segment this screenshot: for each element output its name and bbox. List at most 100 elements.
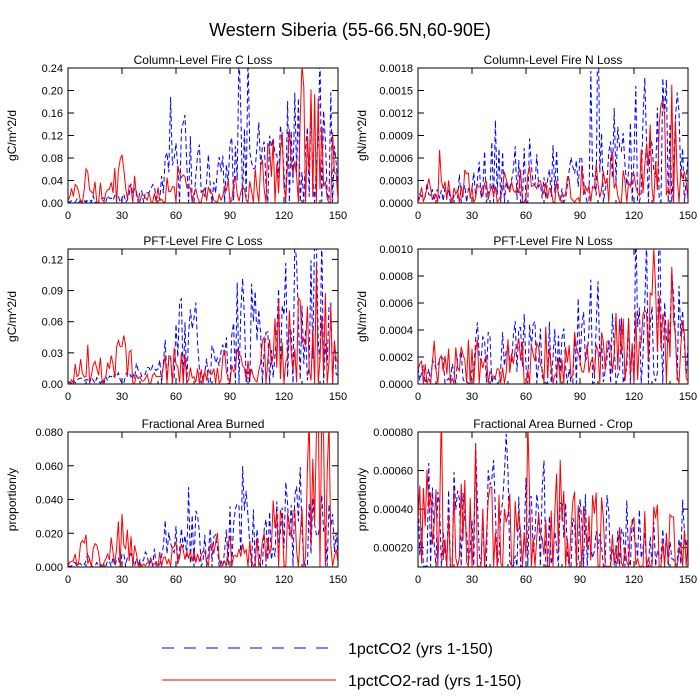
y-tick-label: 0.24	[42, 63, 63, 75]
y-tick-label: 0.12	[42, 131, 63, 143]
x-tick-label: 150	[329, 210, 347, 222]
x-tick-label: 0	[415, 391, 421, 403]
y-tick-label: 0.0000	[379, 198, 413, 210]
legend-label-1: 1pctCO2 (yrs 1-150)	[348, 641, 493, 658]
y-axis-label: proportion/y	[355, 468, 369, 531]
x-tick-label: 150	[679, 391, 697, 403]
y-tick-label: 0.0006	[379, 153, 413, 165]
x-tick-label: 90	[224, 391, 236, 403]
x-tick-label: 0	[415, 574, 421, 586]
panel-1: Column-Level Fire C Loss gC/m^2/d 0 30 60 90 1…	[5, 53, 347, 222]
y-tick-label: 0.0009	[379, 131, 413, 143]
series-line-1pctco2-rad	[418, 249, 688, 384]
y-tick-label: 0.0000	[379, 379, 413, 391]
y-tick-label: 0.00040	[373, 504, 413, 516]
x-tick-label: 90	[224, 210, 236, 222]
x-tick-label: 60	[520, 391, 532, 403]
y-tick-label: 0.20	[42, 86, 63, 98]
x-tick-label: 30	[116, 574, 128, 586]
x-tick-label: 120	[625, 210, 643, 222]
panel-title: Column-Level Fire N Loss	[484, 53, 623, 67]
y-tick-label: 0.080	[35, 427, 63, 439]
y-tick-label: 0.0003	[379, 176, 413, 188]
y-axis-label: proportion/y	[5, 468, 19, 531]
y-tick-label: 0.000	[35, 562, 63, 574]
plot-frame	[417, 67, 689, 204]
y-tick-label: 0.0018	[379, 63, 413, 75]
y-tick-label: 0.16	[42, 108, 63, 120]
y-tick-label: 0.040	[35, 495, 63, 507]
figure-title: Western Siberia (55-66.5N,60-90E)	[209, 20, 491, 40]
x-tick-label: 30	[466, 391, 478, 403]
x-tick-label: 120	[625, 574, 643, 586]
y-tick-label: 0.0008	[379, 271, 413, 283]
y-tick-label: 0.04	[42, 176, 63, 188]
x-tick-label: 60	[520, 210, 532, 222]
x-tick-label: 90	[574, 210, 586, 222]
x-tick-label: 0	[65, 391, 71, 403]
y-tick-label: 0.0015	[379, 86, 413, 98]
series-line-1pctco2	[68, 68, 338, 203]
x-tick-label: 60	[520, 574, 532, 586]
series-line-1pctco2-rad	[68, 432, 338, 567]
x-tick-label: 90	[574, 574, 586, 586]
panel-title: Column-Level Fire C Loss	[134, 53, 273, 67]
y-axis-label: gC/m^2/d	[5, 291, 19, 342]
x-tick-label: 60	[170, 574, 182, 586]
series-line-1pctco2-rad	[68, 68, 338, 203]
y-tick-label: 0.0004	[379, 325, 413, 337]
series-line-1pctco2-rad	[68, 265, 338, 384]
x-tick-label: 60	[170, 210, 182, 222]
x-tick-label: 30	[116, 210, 128, 222]
y-tick-label: 0.060	[35, 461, 63, 473]
x-tick-label: 30	[466, 210, 478, 222]
y-tick-label: 0.00080	[373, 427, 413, 439]
panel-2: Column-Level Fire N Loss gN/m^2/d 0 30 60 90 1…	[355, 53, 697, 222]
y-tick-label: 0.0010	[379, 244, 413, 256]
panel-5: Fractional Area Burned proportion/y 0 30 60 9…	[5, 417, 347, 586]
legend-label-2: 1pctCO2-rad (yrs 1-150)	[348, 673, 521, 690]
panel-title: PFT-Level Fire N Loss	[493, 234, 612, 248]
y-tick-label: 0.020	[35, 528, 63, 540]
panel-6: Fractional Area Burned - Crop proportion/…	[355, 417, 697, 586]
plot-frame	[67, 248, 339, 385]
panel-title: Fractional Area Burned	[142, 417, 265, 431]
x-tick-label: 150	[329, 574, 347, 586]
y-tick-label: 0.00020	[373, 543, 413, 555]
x-tick-label: 0	[65, 574, 71, 586]
y-tick-label: 0.00060	[373, 466, 413, 478]
series-line-1pctco2	[68, 249, 338, 384]
y-tick-label: 0.06	[42, 317, 63, 329]
x-tick-label: 120	[625, 391, 643, 403]
x-tick-label: 30	[116, 391, 128, 403]
y-axis-label: gN/m^2/d	[355, 291, 369, 342]
y-tick-label: 0.0002	[379, 352, 413, 364]
x-tick-label: 150	[329, 391, 347, 403]
y-tick-label: 0.08	[42, 153, 63, 165]
x-tick-label: 120	[275, 391, 293, 403]
plot-frame	[67, 431, 339, 568]
y-axis-label: gN/m^2/d	[355, 110, 369, 161]
plot-frame	[417, 248, 689, 385]
y-tick-label: 0.09	[42, 286, 63, 298]
series-line-1pctco2	[418, 68, 688, 203]
x-tick-label: 150	[679, 574, 697, 586]
y-axis-label: gC/m^2/d	[5, 110, 19, 161]
series-line-1pctco2	[418, 433, 688, 567]
x-tick-label: 90	[224, 574, 236, 586]
panel-title: Fractional Area Burned - Crop	[473, 417, 633, 431]
y-tick-label: 0.03	[42, 348, 63, 360]
panel-3: PFT-Level Fire C Loss gC/m^2/d 0 30 60 90 120 1…	[5, 234, 347, 403]
x-tick-label: 150	[679, 210, 697, 222]
x-tick-label: 30	[466, 574, 478, 586]
x-tick-label: 60	[170, 391, 182, 403]
x-tick-label: 90	[574, 391, 586, 403]
y-tick-label: 0.00	[42, 198, 63, 210]
series-line-1pctco2-rad	[418, 84, 688, 203]
x-tick-label: 120	[275, 574, 293, 586]
series-line-1pctco2	[418, 249, 688, 384]
legend: 1pctCO2 (yrs 1-150) 1pctCO2-rad (yrs 1-15…	[162, 641, 521, 690]
y-tick-label: 0.0012	[379, 108, 413, 120]
panel-title: PFT-Level Fire C Loss	[143, 234, 262, 248]
